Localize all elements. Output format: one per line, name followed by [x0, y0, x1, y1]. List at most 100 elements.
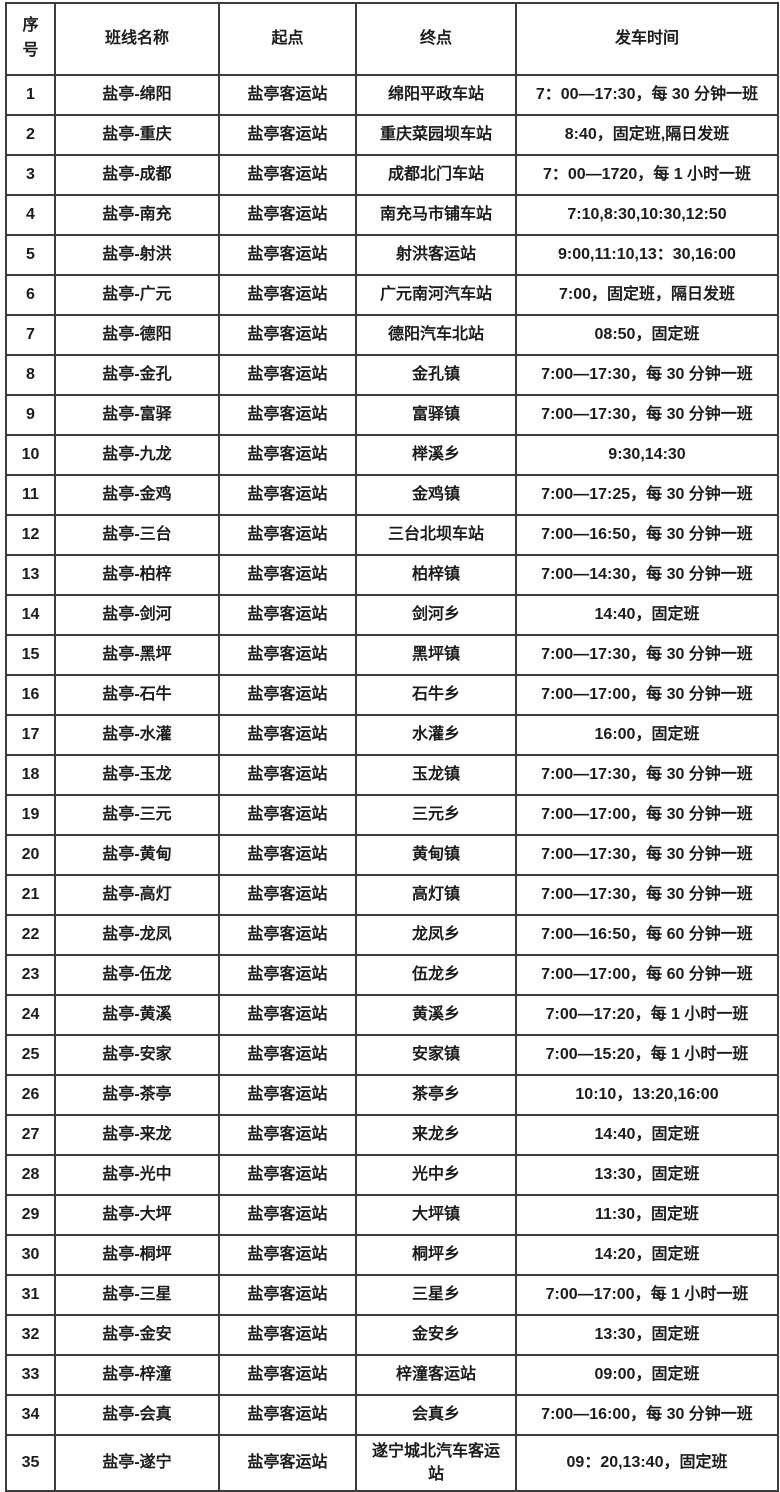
cell-route-name: 盐亭-石牛	[54, 674, 220, 716]
cell-destination: 黄溪乡	[355, 994, 517, 1036]
cell-serial: 11	[5, 474, 56, 516]
table-row: 17 盐亭-水灌 盐亭客运站 水灌乡 16:00，固定班	[5, 714, 779, 756]
cell-departure-time: 7:00—17:20，每 1 小时一班	[515, 994, 779, 1036]
cell-serial: 19	[5, 794, 56, 836]
cell-departure-time: 7:00—16:00，每 30 分钟一班	[515, 1394, 779, 1436]
cell-origin: 盐亭客运站	[218, 794, 357, 836]
cell-destination: 来龙乡	[355, 1114, 517, 1156]
cell-route-name: 盐亭-金安	[54, 1314, 220, 1356]
cell-destination: 三台北坝车站	[355, 514, 517, 556]
cell-departure-time: 8:40，固定班,隔日发班	[515, 114, 779, 156]
table-row: 11 盐亭-金鸡 盐亭客运站 金鸡镇 7:00—17:25，每 30 分钟一班	[5, 474, 779, 516]
cell-origin: 盐亭客运站	[218, 314, 357, 356]
cell-route-name: 盐亭-金孔	[54, 354, 220, 396]
table-row: 9 盐亭-富驿 盐亭客运站 富驿镇 7:00—17:30，每 30 分钟一班	[5, 394, 779, 436]
cell-destination: 榉溪乡	[355, 434, 517, 476]
cell-route-name: 盐亭-剑河	[54, 594, 220, 636]
cell-route-name: 盐亭-射洪	[54, 234, 220, 276]
cell-route-name: 盐亭-三台	[54, 514, 220, 556]
header-departure-time: 发车时间	[515, 2, 779, 76]
header-row: 序号 班线名称 起点 终点 发车时间	[5, 2, 779, 76]
table-row: 6 盐亭-广元 盐亭客运站 广元南河汽车站 7:00，固定班，隔日发班	[5, 274, 779, 316]
bus-schedule-table: 序号 班线名称 起点 终点 发车时间 1 盐亭-绵阳 盐亭客运站 绵阳平政车站 7：00…	[5, 2, 779, 1492]
cell-departure-time: 7：00—17:30，每 30 分钟一班	[515, 74, 779, 116]
cell-origin: 盐亭客运站	[218, 1074, 357, 1116]
cell-route-name: 盐亭-玉龙	[54, 754, 220, 796]
table-row: 25 盐亭-安家 盐亭客运站 安家镇 7:00—15:20，每 1 小时一班	[5, 1034, 779, 1076]
cell-route-name: 盐亭-大坪	[54, 1194, 220, 1236]
table-row: 23 盐亭-伍龙 盐亭客运站 伍龙乡 7:00—17:00，每 60 分钟一班	[5, 954, 779, 996]
cell-origin: 盐亭客运站	[218, 1354, 357, 1396]
cell-route-name: 盐亭-富驿	[54, 394, 220, 436]
cell-origin: 盐亭客运站	[218, 474, 357, 516]
cell-departure-time: 7:00—17:00，每 1 小时一班	[515, 1274, 779, 1316]
cell-route-name: 盐亭-德阳	[54, 314, 220, 356]
cell-origin: 盐亭客运站	[218, 594, 357, 636]
table-row: 3 盐亭-成都 盐亭客运站 成都北门车站 7：00—1720，每 1 小时一班	[5, 154, 779, 196]
cell-departure-time: 11:30，固定班	[515, 1194, 779, 1236]
table-row: 20 盐亭-黄甸 盐亭客运站 黄甸镇 7:00—17:30，每 30 分钟一班	[5, 834, 779, 876]
table-row: 7 盐亭-德阳 盐亭客运站 德阳汽车北站 08:50，固定班	[5, 314, 779, 356]
cell-origin: 盐亭客运站	[218, 1194, 357, 1236]
table-row: 19 盐亭-三元 盐亭客运站 三元乡 7:00—17:00，每 30 分钟一班	[5, 794, 779, 836]
cell-departure-time: 7:00—15:20，每 1 小时一班	[515, 1034, 779, 1076]
cell-destination: 黄甸镇	[355, 834, 517, 876]
cell-departure-time: 7:00，固定班，隔日发班	[515, 274, 779, 316]
cell-route-name: 盐亭-遂宁	[54, 1434, 220, 1492]
table-row: 33 盐亭-梓潼 盐亭客运站 梓潼客运站 09:00，固定班	[5, 1354, 779, 1396]
cell-route-name: 盐亭-绵阳	[54, 74, 220, 116]
cell-serial: 26	[5, 1074, 56, 1116]
cell-destination: 黑坪镇	[355, 634, 517, 676]
cell-serial: 14	[5, 594, 56, 636]
table-row: 12 盐亭-三台 盐亭客运站 三台北坝车站 7:00—16:50，每 30 分钟一班	[5, 514, 779, 556]
cell-route-name: 盐亭-三星	[54, 1274, 220, 1316]
cell-departure-time: 13:30，固定班	[515, 1154, 779, 1196]
cell-origin: 盐亭客运站	[218, 434, 357, 476]
cell-route-name: 盐亭-安家	[54, 1034, 220, 1076]
cell-destination: 会真乡	[355, 1394, 517, 1436]
table-row: 22 盐亭-龙凤 盐亭客运站 龙凤乡 7:00—16:50，每 60 分钟一班	[5, 914, 779, 956]
cell-serial: 17	[5, 714, 56, 756]
cell-serial: 3	[5, 154, 56, 196]
cell-serial: 21	[5, 874, 56, 916]
cell-destination: 成都北门车站	[355, 154, 517, 196]
cell-destination: 富驿镇	[355, 394, 517, 436]
cell-destination: 金安乡	[355, 1314, 517, 1356]
cell-route-name: 盐亭-桐坪	[54, 1234, 220, 1276]
cell-departure-time: 7:00—17:30，每 30 分钟一班	[515, 354, 779, 396]
table-row: 34 盐亭-会真 盐亭客运站 会真乡 7:00—16:00，每 30 分钟一班	[5, 1394, 779, 1436]
cell-destination: 剑河乡	[355, 594, 517, 636]
cell-departure-time: 7:00—17:00，每 60 分钟一班	[515, 954, 779, 996]
cell-route-name: 盐亭-来龙	[54, 1114, 220, 1156]
cell-serial: 33	[5, 1354, 56, 1396]
cell-serial: 32	[5, 1314, 56, 1356]
cell-origin: 盐亭客运站	[218, 634, 357, 676]
cell-destination: 遂宁城北汽车客运站	[355, 1434, 517, 1492]
cell-departure-time: 14:40，固定班	[515, 1114, 779, 1156]
cell-serial: 28	[5, 1154, 56, 1196]
cell-destination: 梓潼客运站	[355, 1354, 517, 1396]
cell-origin: 盐亭客运站	[218, 114, 357, 156]
cell-destination: 绵阳平政车站	[355, 74, 517, 116]
table-row: 21 盐亭-高灯 盐亭客运站 高灯镇 7:00—17:30，每 30 分钟一班	[5, 874, 779, 916]
cell-origin: 盐亭客运站	[218, 394, 357, 436]
cell-departure-time: 7：00—1720，每 1 小时一班	[515, 154, 779, 196]
cell-destination: 龙凤乡	[355, 914, 517, 956]
cell-destination: 石牛乡	[355, 674, 517, 716]
cell-serial: 34	[5, 1394, 56, 1436]
cell-departure-time: 7:00—17:25，每 30 分钟一班	[515, 474, 779, 516]
cell-origin: 盐亭客运站	[218, 1034, 357, 1076]
cell-serial: 15	[5, 634, 56, 676]
cell-departure-time: 7:00—17:30，每 30 分钟一班	[515, 834, 779, 876]
cell-origin: 盐亭客运站	[218, 994, 357, 1036]
cell-departure-time: 7:00—16:50，每 60 分钟一班	[515, 914, 779, 956]
cell-route-name: 盐亭-伍龙	[54, 954, 220, 996]
cell-destination: 柏梓镇	[355, 554, 517, 596]
cell-serial: 6	[5, 274, 56, 316]
cell-serial: 13	[5, 554, 56, 596]
cell-serial: 30	[5, 1234, 56, 1276]
table-row: 27 盐亭-来龙 盐亭客运站 来龙乡 14:40，固定班	[5, 1114, 779, 1156]
cell-destination: 高灯镇	[355, 874, 517, 916]
cell-destination: 重庆菜园坝车站	[355, 114, 517, 156]
table-row: 24 盐亭-黄溪 盐亭客运站 黄溪乡 7:00—17:20，每 1 小时一班	[5, 994, 779, 1036]
